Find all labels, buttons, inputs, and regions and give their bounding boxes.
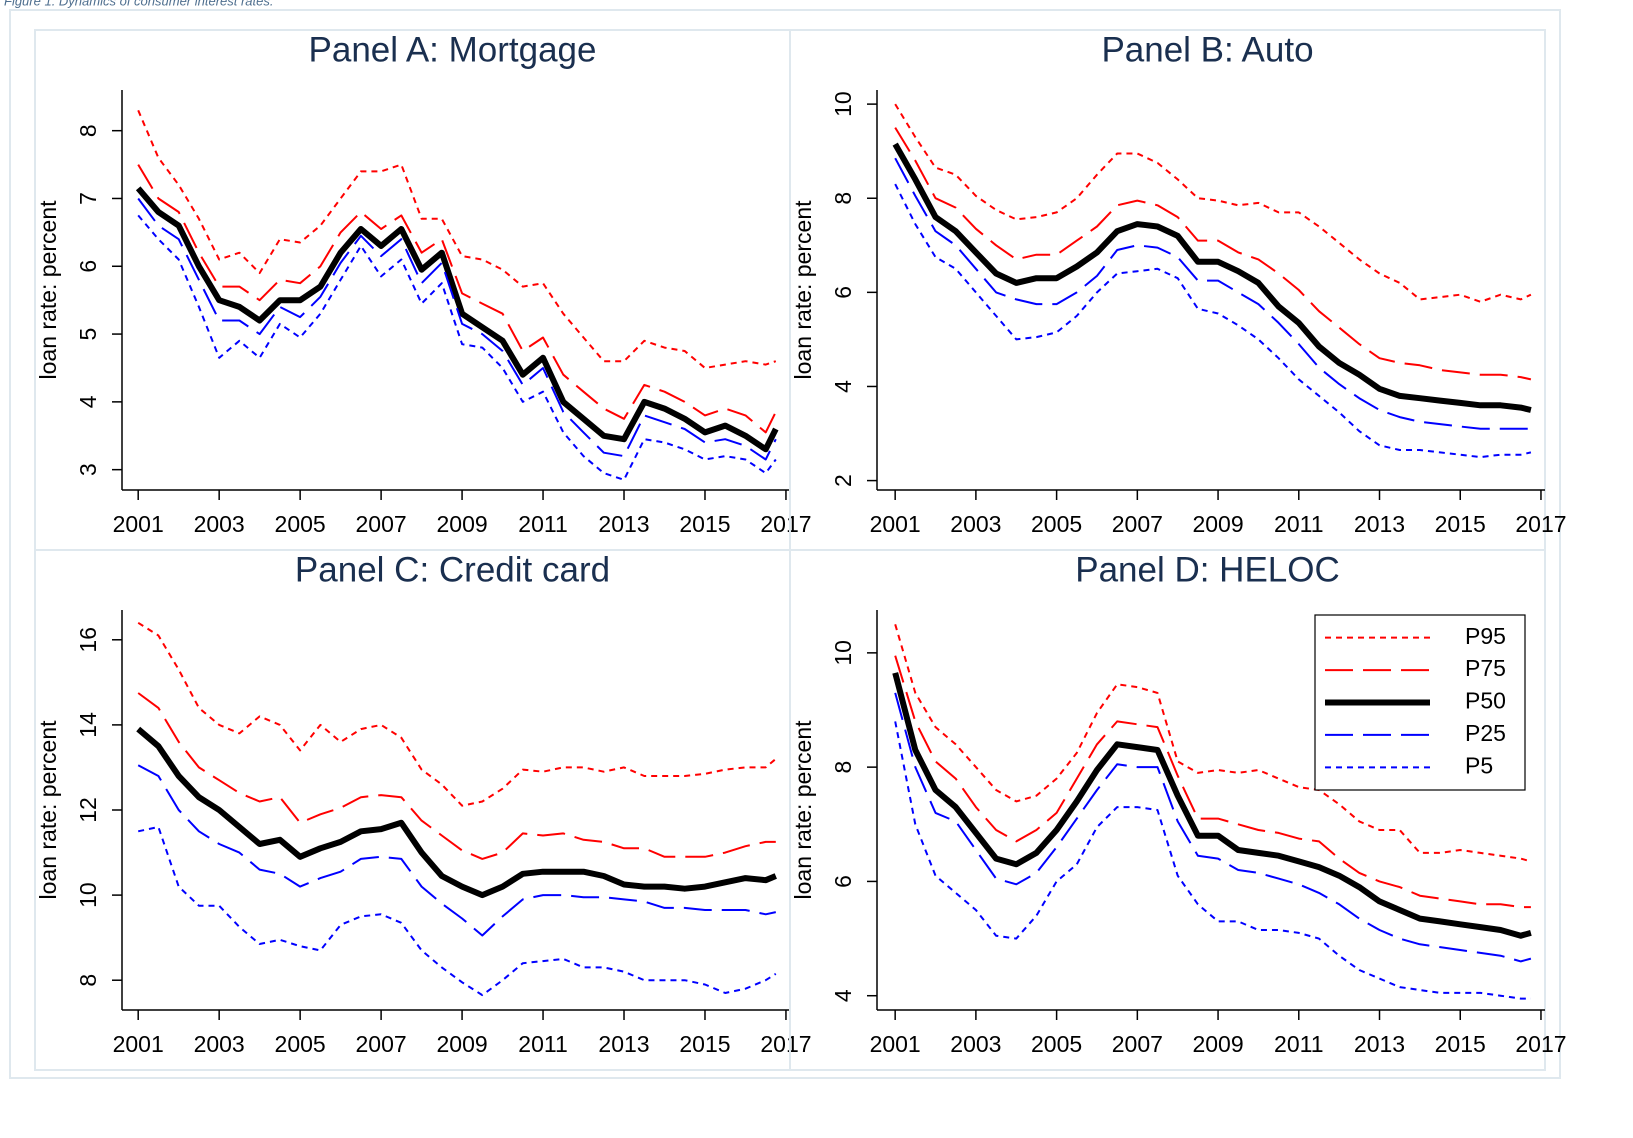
- x-tick-label: 2001: [870, 511, 921, 537]
- x-tick-label: 2015: [1435, 511, 1486, 537]
- legend-label: P25: [1465, 720, 1506, 746]
- x-tick-label: 2001: [113, 1031, 164, 1057]
- panel-title: Panel C: Credit card: [295, 550, 610, 589]
- series-line: [137, 197, 777, 461]
- x-tick-label: 2013: [598, 1031, 649, 1057]
- y-tick-label: 4: [75, 395, 101, 408]
- y-tick-label: 12: [75, 797, 101, 823]
- x-tick-label: 2011: [518, 511, 567, 537]
- x-tick-label: 2005: [1031, 511, 1082, 537]
- panel-title: Panel D: HELOC: [1075, 550, 1340, 589]
- legend-label: P75: [1465, 655, 1506, 681]
- x-tick-label: 2007: [1112, 1031, 1163, 1057]
- series-line: [135, 186, 779, 453]
- figure-caption: Figure 1. Dynamics of consumer interest …: [4, 0, 274, 8]
- series-line: [894, 157, 1531, 430]
- x-tick-label: 2007: [1112, 511, 1163, 537]
- x-tick-label: 2013: [1354, 511, 1405, 537]
- x-tick-label: 2011: [1274, 511, 1323, 537]
- y-axis-label: loan rate: percent: [790, 200, 816, 380]
- x-tick-label: 2011: [518, 1031, 567, 1057]
- y-tick-label: 2: [830, 474, 856, 487]
- legend-label: P50: [1465, 688, 1506, 714]
- x-tick-label: 2017: [1515, 511, 1566, 537]
- x-tick-label: 2009: [436, 1031, 487, 1057]
- x-tick-label: 2003: [950, 511, 1001, 537]
- x-tick-label: 2003: [950, 1031, 1001, 1057]
- series-line: [137, 214, 777, 481]
- y-tick-label: 6: [75, 260, 101, 273]
- y-tick-label: 6: [830, 875, 856, 888]
- y-axis-label: loan rate: percent: [35, 720, 61, 900]
- x-tick-label: 2007: [356, 511, 407, 537]
- x-tick-label: 2007: [356, 1031, 407, 1057]
- panel-title: Panel B: Auto: [1101, 30, 1313, 69]
- y-tick-label: 6: [830, 286, 856, 299]
- x-tick-label: 2009: [436, 511, 487, 537]
- series-line: [137, 621, 777, 807]
- series-line: [136, 726, 777, 899]
- y-tick-label: 4: [830, 380, 856, 393]
- y-tick-label: 10: [75, 882, 101, 908]
- x-tick-label: 2015: [679, 1031, 730, 1057]
- y-axis-label: loan rate: percent: [790, 720, 816, 900]
- x-tick-label: 2017: [1515, 1031, 1566, 1057]
- legend-label: P5: [1465, 752, 1493, 778]
- y-tick-label: 8: [830, 192, 856, 205]
- x-tick-label: 2005: [1031, 1031, 1082, 1057]
- x-tick-label: 2013: [598, 511, 649, 537]
- y-tick-label: 16: [75, 627, 101, 653]
- y-tick-label: 4: [830, 989, 856, 1002]
- series-line: [137, 764, 777, 937]
- series-line: [894, 655, 1531, 909]
- y-tick-label: 8: [75, 974, 101, 987]
- series-line: [137, 109, 777, 369]
- series-line: [894, 103, 1532, 303]
- series-line: [894, 692, 1532, 963]
- y-tick-label: 10: [830, 640, 856, 666]
- figure-frame: [9, 9, 1561, 1079]
- series-line: [892, 672, 1532, 939]
- x-tick-label: 2017: [760, 1031, 811, 1057]
- legend-label: P95: [1465, 623, 1506, 649]
- series-line: [137, 826, 777, 997]
- x-tick-label: 2001: [113, 511, 164, 537]
- x-tick-label: 2009: [1192, 511, 1243, 537]
- x-tick-label: 2001: [870, 1031, 921, 1057]
- x-tick-label: 2015: [1435, 1031, 1486, 1057]
- y-tick-label: 8: [75, 124, 101, 137]
- series-line: [894, 127, 1532, 381]
- x-tick-label: 2005: [275, 511, 326, 537]
- y-tick-label: 14: [75, 712, 101, 738]
- series-line: [894, 721, 1531, 1000]
- x-tick-label: 2003: [194, 511, 245, 537]
- y-tick-label: 7: [75, 192, 101, 205]
- panel-frame: [789, 549, 1546, 1071]
- x-tick-label: 2015: [679, 511, 730, 537]
- x-tick-label: 2003: [194, 1031, 245, 1057]
- x-tick-label: 2013: [1354, 1031, 1405, 1057]
- series-line: [137, 164, 777, 434]
- series-line: [894, 183, 1532, 459]
- x-tick-label: 2009: [1192, 1031, 1243, 1057]
- y-tick-label: 10: [830, 91, 856, 117]
- y-tick-label: 8: [830, 761, 856, 774]
- x-tick-label: 2011: [1274, 1031, 1323, 1057]
- y-axis-label: loan rate: percent: [35, 200, 61, 380]
- x-tick-label: 2005: [275, 1031, 326, 1057]
- panel-title: Panel A: Mortgage: [309, 30, 597, 69]
- y-tick-label: 5: [75, 328, 101, 341]
- x-tick-label: 2017: [760, 511, 811, 537]
- y-tick-label: 3: [75, 463, 101, 476]
- series-line: [892, 142, 1532, 413]
- series-line: [137, 692, 776, 860]
